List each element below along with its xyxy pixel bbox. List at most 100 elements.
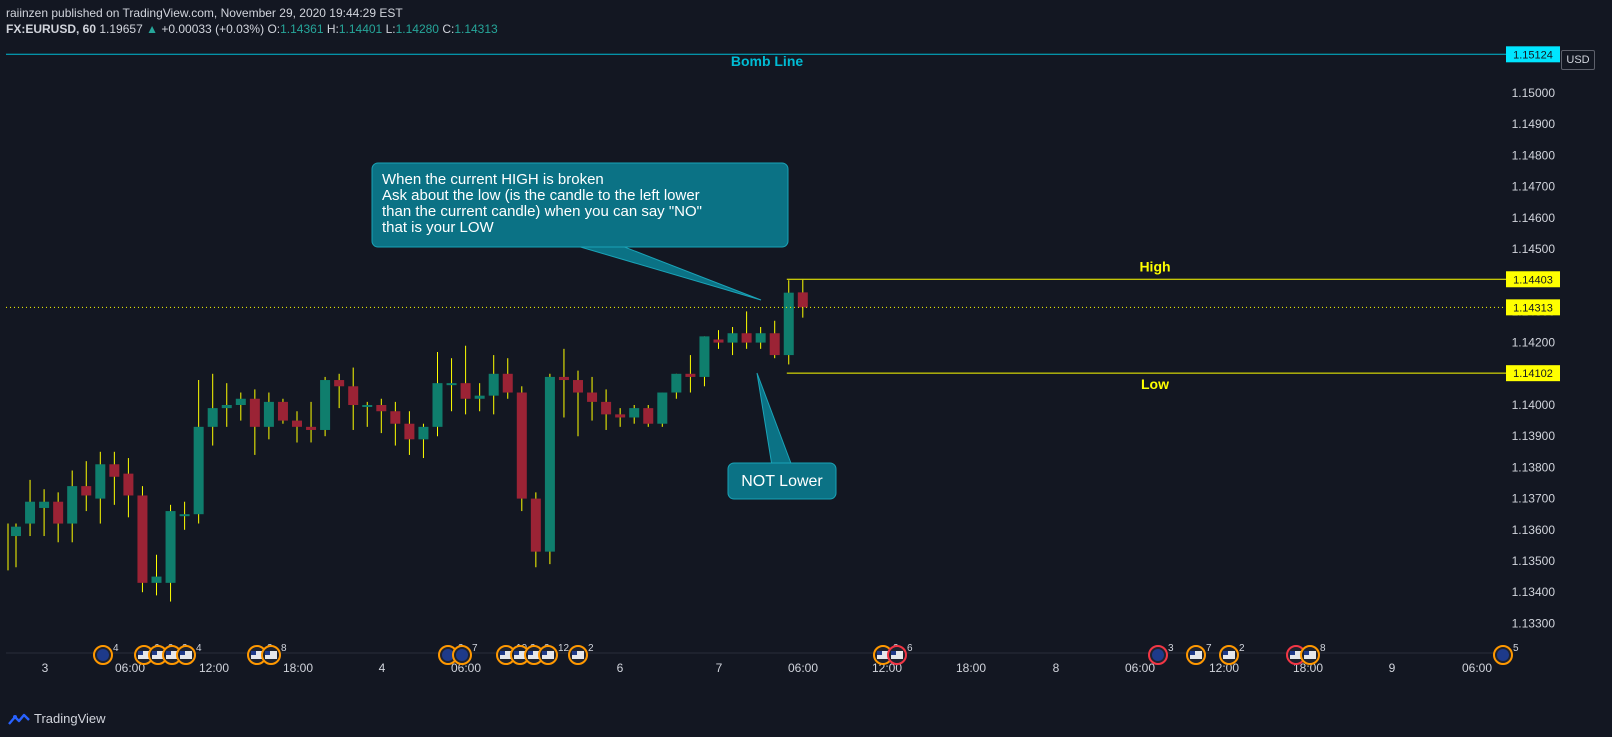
- candle-body: [629, 408, 640, 418]
- y-tick-label: 1.13800: [1512, 460, 1556, 474]
- low-price-tag: [1506, 365, 1560, 382]
- callout-text-line: that is your LOW: [382, 219, 495, 236]
- candle-body: [474, 395, 485, 399]
- event-count: 5: [1513, 643, 1519, 654]
- event-count: 2: [1239, 643, 1245, 654]
- x-tick-label: 6: [617, 661, 624, 675]
- candle-body: [643, 408, 654, 424]
- candle-body: [769, 333, 780, 356]
- candle-body: [488, 373, 499, 396]
- y-tick-label: 1.13500: [1512, 554, 1556, 568]
- high-price-text: 1.14403: [1513, 274, 1553, 286]
- y-tick-label: 1.14500: [1512, 242, 1556, 256]
- published-line: raiinzen published on TradingView.com, N…: [6, 6, 403, 20]
- event-count: 12: [558, 643, 570, 654]
- candle-body: [727, 333, 738, 343]
- event-count: 4: [196, 643, 202, 654]
- candle-body: [558, 376, 569, 381]
- candle-body: [587, 392, 598, 402]
- us-flag-icon: [265, 651, 277, 659]
- x-tick-label: 12:00: [199, 661, 229, 675]
- us-flag-canton: [572, 651, 577, 655]
- candle-body: [179, 514, 190, 517]
- y-tick-label: 1.14600: [1512, 211, 1556, 225]
- x-tick-label: 3: [42, 661, 49, 675]
- candle-body: [306, 426, 317, 430]
- change-value: +0.00033 (+0.03%): [161, 22, 265, 36]
- open-label: O:: [267, 22, 281, 36]
- candle-body: [755, 333, 766, 343]
- y-tick-label: 1.14700: [1512, 180, 1556, 194]
- candle-body: [221, 405, 232, 409]
- candle-body: [334, 380, 345, 387]
- candle-body: [432, 383, 443, 427]
- tradingview-logo-icon: [8, 713, 30, 725]
- high-label: H:: [326, 22, 339, 36]
- y-tick-label: 1.13700: [1512, 492, 1556, 506]
- candle-body: [362, 405, 373, 407]
- eu-flag-icon: [442, 649, 454, 661]
- callout-text-line: When the current HIGH is broken: [382, 171, 604, 188]
- low-label: L:: [385, 22, 396, 36]
- bomb-line-label: Bomb Line: [731, 53, 804, 69]
- x-tick-label: 06:00: [788, 661, 818, 675]
- candle-body: [249, 398, 260, 427]
- eu-flag-icon: [456, 649, 468, 661]
- current-price-price-tag: [1506, 299, 1560, 316]
- us-flag-canton: [1290, 651, 1295, 655]
- event-count: 2: [588, 643, 594, 654]
- candle-body: [516, 392, 527, 499]
- x-tick-label: 06:00: [1125, 661, 1155, 675]
- us-flag-canton: [138, 651, 143, 655]
- high-value: 1.14401: [338, 22, 383, 36]
- eu-flag-icon: [1497, 649, 1509, 661]
- candle-body: [376, 405, 387, 412]
- us-flag-canton: [542, 651, 547, 655]
- x-tick-label: 18:00: [283, 661, 313, 675]
- up-triangle-icon: ▲: [146, 22, 158, 36]
- high-price-tag: [1506, 271, 1560, 288]
- us-flag-icon: [572, 651, 584, 659]
- candle-body: [404, 423, 415, 440]
- candle-body: [544, 376, 555, 552]
- event-count: 3: [1168, 643, 1174, 654]
- y-tick-label: 1.13300: [1512, 616, 1556, 630]
- us-flag-canton: [1223, 651, 1228, 655]
- candle-body: [165, 511, 176, 583]
- x-tick-label: 9: [1389, 661, 1396, 675]
- us-flag-icon: [138, 651, 150, 659]
- eu-flag-icon: [97, 649, 109, 661]
- y-tick-label: 1.15000: [1512, 86, 1556, 100]
- candle-body: [39, 501, 50, 508]
- us-flag-icon: [1290, 651, 1302, 659]
- candle-body: [530, 498, 541, 552]
- high-line-label: High: [1139, 258, 1170, 274]
- annotation-callout: [727, 462, 837, 500]
- candle-body: [685, 373, 696, 377]
- y-tick-label: 1.14000: [1512, 398, 1556, 412]
- candle-body: [671, 373, 682, 393]
- x-tick-label: 4: [379, 661, 386, 675]
- candle-body: [783, 292, 794, 356]
- us-flag-icon: [877, 651, 889, 659]
- eu-flag-icon: [1152, 649, 1164, 661]
- symbol-ohlc-line: FX:EURUSD, 60 1.19657 ▲ +0.00033 (+0.03%…: [6, 22, 498, 36]
- currency-button[interactable]: USD: [1561, 50, 1595, 70]
- candle-body: [137, 495, 148, 583]
- candle-body: [193, 426, 204, 515]
- us-flag-canton: [180, 651, 185, 655]
- y-tick-label: 1.13900: [1512, 429, 1556, 443]
- callout-text-line: than the current candle) when you can sa…: [382, 203, 702, 220]
- us-flag-canton: [166, 651, 171, 655]
- candle-body: [109, 464, 120, 477]
- close-label: C:: [442, 22, 455, 36]
- annotation-callout: [371, 162, 789, 248]
- x-tick-label: 06:00: [115, 661, 145, 675]
- candle-body: [235, 398, 246, 405]
- low-line-label: Low: [1141, 376, 1169, 392]
- candle-body: [713, 339, 724, 343]
- x-tick-label: 06:00: [1462, 661, 1492, 675]
- y-tick-label: 1.13400: [1512, 585, 1556, 599]
- us-flag-icon: [1190, 651, 1202, 659]
